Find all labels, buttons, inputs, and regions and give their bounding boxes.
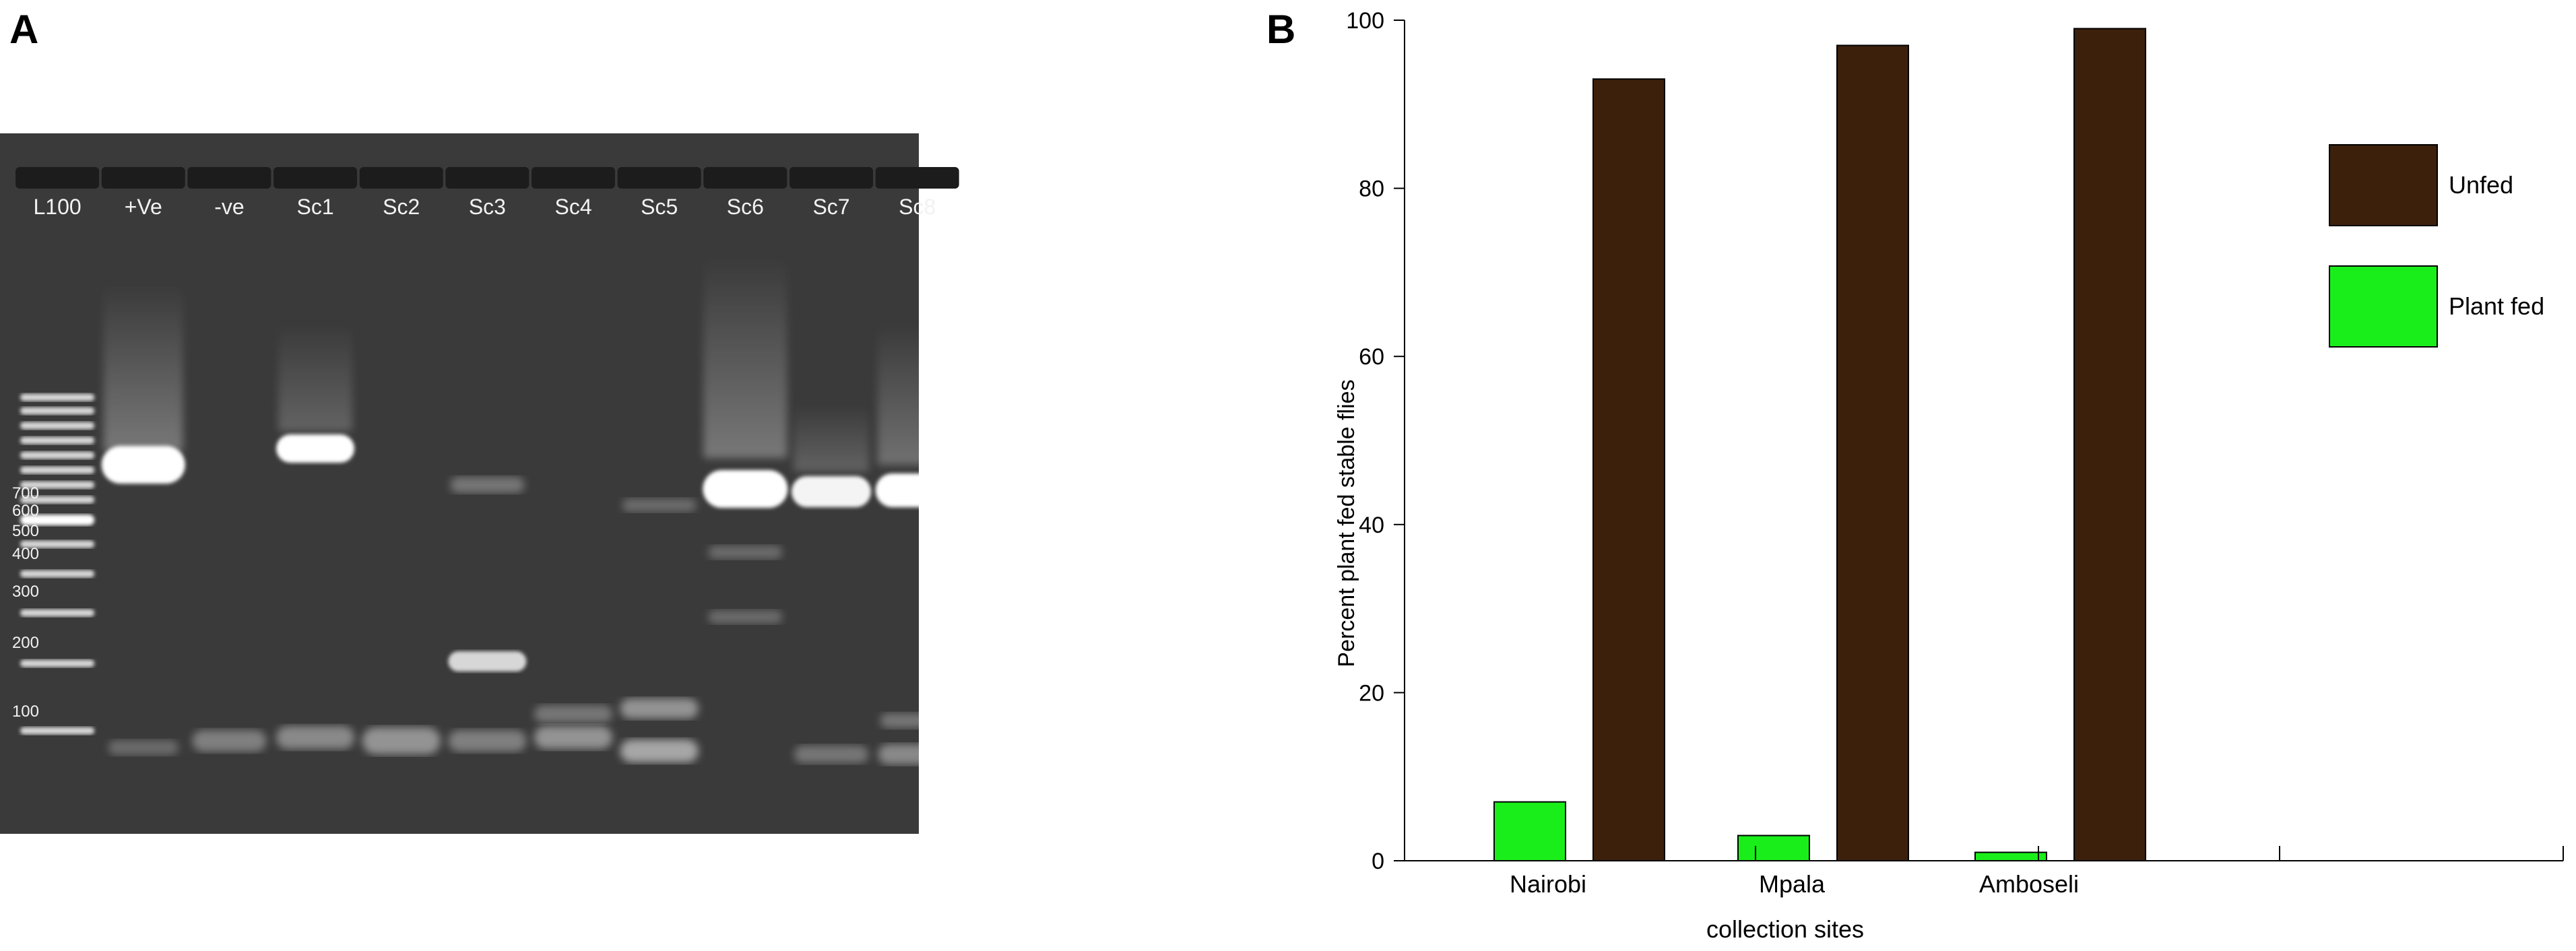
y-tick-label: 100 xyxy=(1346,8,1384,34)
band xyxy=(708,610,783,624)
lane-label: Sc7 xyxy=(812,195,849,219)
bar-unfed-amboseli xyxy=(2073,28,2146,862)
ladder-size-label: 600 xyxy=(12,502,39,520)
band xyxy=(880,713,955,728)
band-sc3 xyxy=(448,651,527,671)
band-positive-control xyxy=(101,446,185,484)
y-tick-label: 80 xyxy=(1359,176,1384,202)
bar-plant-fed-nairobi xyxy=(1493,801,1566,862)
well-Sc6 xyxy=(703,167,787,189)
band xyxy=(878,744,957,764)
well-Sc3 xyxy=(445,167,529,189)
bar-plant-fed-amboseli xyxy=(1974,851,2047,862)
lane-label: Sc3 xyxy=(469,195,506,219)
y-tick-label: 0 xyxy=(1372,849,1384,874)
smear xyxy=(794,404,870,471)
y-axis-label: Percent plant fed stable flies xyxy=(1334,379,1359,667)
ladder-band xyxy=(20,659,95,667)
x-category-label: Nairobi xyxy=(1510,870,1586,898)
lane-label: L100 xyxy=(34,195,82,219)
band xyxy=(362,727,441,754)
lane-label: -ve xyxy=(214,195,244,219)
x-axis-label: collection sites xyxy=(1706,915,1864,943)
y-tick-label: 60 xyxy=(1359,344,1384,370)
well-Sc1 xyxy=(273,167,358,189)
lane-label: +Ve xyxy=(125,195,162,219)
bar-plant-fed-mpala xyxy=(1737,834,1810,862)
ladder-band xyxy=(20,407,95,415)
smear xyxy=(103,283,183,451)
ladder-size-label: 300 xyxy=(12,583,39,601)
panel-a-letter: A xyxy=(9,7,39,52)
ladder-band xyxy=(20,609,95,617)
ladder-size-label: 500 xyxy=(12,522,39,540)
smear xyxy=(703,256,787,458)
band xyxy=(794,746,869,763)
bar-chart: 0 20 40 60 80 100 Nairobi Mpala Amboseli Percen… xyxy=(1334,8,2564,943)
well--ve xyxy=(187,167,271,189)
band xyxy=(276,726,355,749)
well-+Ve xyxy=(101,167,185,189)
ladder-band xyxy=(20,481,95,489)
ladder-size-label: 100 xyxy=(12,702,39,721)
legend-swatch xyxy=(2329,144,2438,226)
y-tick-label: 20 xyxy=(1359,680,1384,706)
band xyxy=(192,730,267,752)
bar-unfed-mpala xyxy=(1836,44,1909,862)
legend-label: Plant fed xyxy=(2449,292,2544,320)
well-Sc8 xyxy=(875,167,959,189)
bar-unfed-nairobi xyxy=(1592,78,1665,862)
ladder-band xyxy=(20,496,95,504)
lane-label: Sc2 xyxy=(383,195,420,219)
legend-swatch xyxy=(2329,265,2438,348)
band xyxy=(620,740,699,762)
well-L100 xyxy=(15,167,100,189)
ladder-band xyxy=(20,422,95,430)
lane-label: Sc8 xyxy=(899,195,936,219)
panel-b-letter: B xyxy=(1266,7,1296,52)
band xyxy=(622,498,697,512)
ladder-band xyxy=(20,436,95,445)
well-Sc4 xyxy=(532,167,616,189)
lane-label: Sc5 xyxy=(641,195,678,219)
band xyxy=(450,477,525,493)
y-tick-label: 40 xyxy=(1359,513,1384,538)
lane-label: Sc4 xyxy=(554,195,591,219)
ladder-band xyxy=(20,540,95,548)
band-sc6 xyxy=(703,470,788,508)
band xyxy=(620,698,699,719)
legend-label: Unfed xyxy=(2449,171,2513,199)
well-Sc5 xyxy=(617,167,701,189)
band xyxy=(534,705,613,723)
panel-a: A L100 +Ve -ve Sc1 Sc2 Sc3 Sc4 Sc5 Sc6 Sc7 Sc8 700… xyxy=(0,0,1213,948)
smear xyxy=(278,323,353,431)
ladder-size-label: 700 xyxy=(12,484,39,502)
band xyxy=(708,546,783,559)
band-sc8 xyxy=(875,473,959,507)
band-sc7 xyxy=(792,476,872,507)
ladder-band xyxy=(20,393,95,401)
ladder-band xyxy=(20,515,95,525)
ladder-band xyxy=(20,466,95,474)
ladder-size-label: 200 xyxy=(12,634,39,652)
band xyxy=(448,730,527,752)
ladder-band xyxy=(20,727,95,735)
band-sc1 xyxy=(276,434,355,463)
x-category-label: Mpala xyxy=(1759,870,1826,898)
well-Sc7 xyxy=(790,167,874,189)
band xyxy=(108,740,179,755)
panel-b: B 0 20 40 60 80 100 Nairobi Mpala Amboseli Perc… xyxy=(1266,0,2576,948)
smear xyxy=(877,323,957,465)
well-Sc2 xyxy=(359,167,443,189)
ladder-band xyxy=(20,451,95,459)
gel-image: L100 +Ve -ve Sc1 Sc2 Sc3 Sc4 Sc5 Sc6 Sc7 Sc8 70060… xyxy=(0,133,959,834)
x-category-label: Amboseli xyxy=(1979,870,2079,898)
lane-label: Sc6 xyxy=(727,195,764,219)
ladder-size-label: 400 xyxy=(12,545,39,563)
band xyxy=(534,726,613,749)
lane-label: Sc1 xyxy=(297,195,334,219)
ladder-band xyxy=(20,570,95,578)
